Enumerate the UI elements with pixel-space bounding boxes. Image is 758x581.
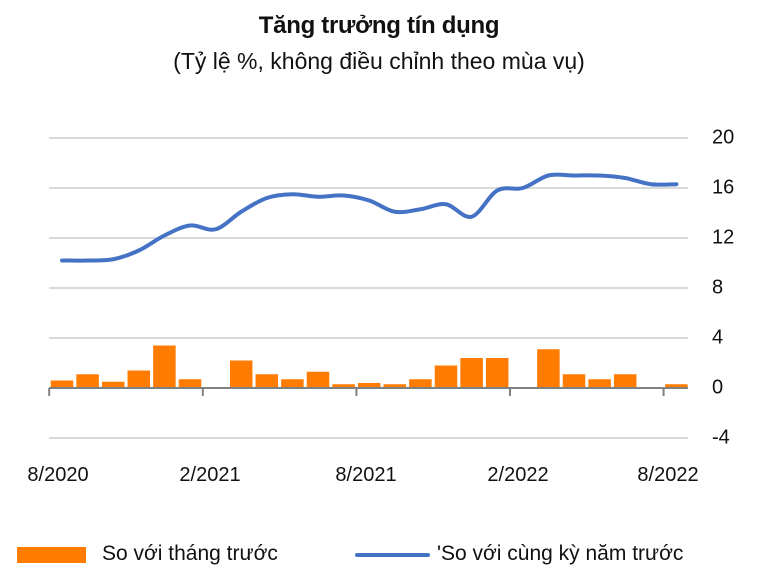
bar bbox=[255, 374, 279, 388]
y-tick-label: -4 bbox=[712, 426, 730, 449]
bar bbox=[562, 374, 586, 388]
y-tick-label: 12 bbox=[712, 226, 735, 249]
x-tick-label: 8/2020 bbox=[27, 464, 89, 486]
bar bbox=[409, 379, 432, 388]
legend-line-label: 'So với cùng kỳ năm trước bbox=[437, 542, 684, 565]
bar bbox=[50, 380, 74, 388]
bar bbox=[178, 379, 202, 388]
bar bbox=[665, 384, 688, 388]
legend-bar-swatch bbox=[17, 547, 86, 563]
legend-line-swatch bbox=[355, 553, 430, 557]
bar bbox=[537, 349, 560, 388]
x-tick-label: 2/2022 bbox=[487, 464, 549, 486]
y-tick-label: 8 bbox=[712, 276, 724, 299]
y-tick-label: 16 bbox=[712, 176, 735, 199]
y-tick-label: 0 bbox=[712, 376, 724, 399]
x-tick-label: 8/2022 bbox=[637, 464, 699, 486]
bar bbox=[332, 384, 355, 388]
bar bbox=[460, 358, 483, 388]
bar bbox=[281, 379, 304, 388]
bar bbox=[229, 360, 253, 388]
bar bbox=[153, 345, 176, 388]
bar bbox=[383, 384, 407, 388]
x-tick-label: 2/2021 bbox=[179, 464, 241, 486]
bar bbox=[76, 374, 99, 388]
legend: So với tháng trước 'So với cùng kỳ năm t… bbox=[0, 540, 758, 570]
gridlines bbox=[49, 137, 688, 439]
y-tick-label: 20 bbox=[712, 126, 735, 149]
bar bbox=[613, 374, 637, 388]
bar bbox=[588, 379, 611, 388]
y-tick-label: 4 bbox=[712, 326, 724, 349]
line-series bbox=[60, 172, 679, 263]
bar bbox=[434, 365, 458, 388]
chart-subtitle: (Tỷ lệ %, không điều chỉnh theo mùa vụ) bbox=[173, 48, 585, 74]
legend-bar-label: So với tháng trước bbox=[102, 542, 278, 565]
bar bbox=[127, 370, 151, 388]
bar bbox=[357, 383, 381, 388]
bar-series bbox=[50, 345, 688, 388]
x-tick-label: 8/2021 bbox=[335, 464, 397, 486]
chart-title: Tăng trưởng tín dụng bbox=[258, 12, 500, 39]
x-axis bbox=[48, 387, 688, 396]
bar bbox=[485, 358, 509, 388]
bar bbox=[101, 381, 125, 388]
bar bbox=[306, 371, 330, 388]
